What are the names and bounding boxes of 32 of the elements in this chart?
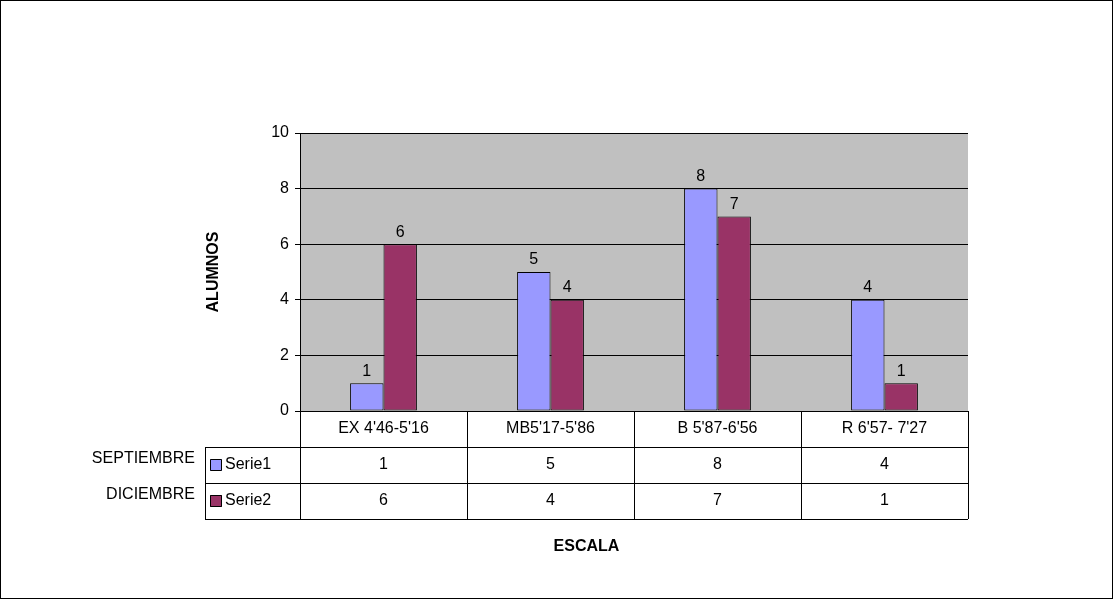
data-label: 1 [379,455,389,473]
annotation: 4 [863,278,873,296]
data-label: 1 [880,491,890,509]
data-label: 4 [880,455,890,473]
legend-label: Serie1 [225,455,272,473]
annotation: 8 [696,167,706,185]
data-label: 6 [379,491,389,509]
text: ESCALA [553,537,620,555]
data-label: 8 [713,455,723,473]
annotation: 5 [529,250,539,268]
x-tick-label: MB5'17-5'86 [506,419,596,437]
x-tick-label: B 5'87-6'56 [677,419,758,437]
y-axis-title: ALUMNOS [204,231,222,313]
y-tick-label: 4 [280,290,290,308]
x-tick-label: R 6'57- 7'27 [841,419,928,437]
y-tick-label: 6 [280,234,290,252]
y-tick-label: 0 [280,401,290,419]
annotation: 7 [729,194,739,212]
annotation: 4 [562,278,572,296]
annotation: 1 [896,361,906,379]
y-tick-label: 8 [280,179,290,197]
y-tick-label: 2 [280,345,290,363]
y-tick-label: 10 [271,123,290,141]
data-label: 4 [546,491,556,509]
data-label: 7 [713,491,723,509]
x-tick-label: EX 4'46-5'16 [338,419,429,437]
annotation: 6 [395,222,405,240]
text: DICIEMBRE [106,485,195,503]
text: SEPTIEMBRE [91,449,195,467]
annotation: 1 [362,361,372,379]
data-label: 5 [546,455,556,473]
legend-label: Serie2 [225,491,272,509]
